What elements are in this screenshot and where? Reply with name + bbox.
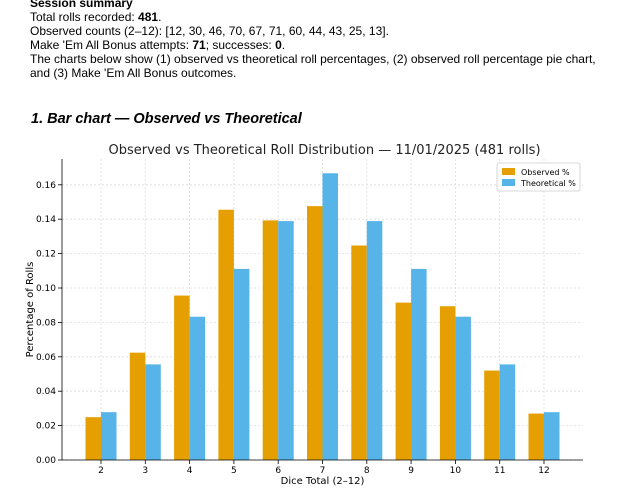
- charts-description: The charts below show (1) observed vs th…: [30, 52, 596, 80]
- bar-observed: [307, 206, 323, 460]
- bar-theoretical: [145, 364, 161, 460]
- session-summary: Session summary Total rolls recorded: 48…: [30, 0, 610, 80]
- bar-theoretical: [411, 268, 427, 460]
- legend-label-theoretical: Theoretical %: [520, 179, 576, 188]
- legend-label-observed: Observed %: [521, 168, 570, 177]
- x-tick-label: 12: [538, 466, 549, 476]
- bar-observed: [484, 370, 500, 460]
- y-tick-label: 0.02: [36, 422, 56, 432]
- x-axis-label: Dice Total (2–12): [281, 476, 365, 487]
- bonus-attempts: 71: [192, 38, 206, 52]
- bar-theoretical: [189, 316, 206, 460]
- y-axis-label: Percentage of Rolls: [25, 262, 36, 358]
- legend-swatch-observed: [502, 168, 515, 175]
- y-tick-label: 0.12: [36, 250, 56, 260]
- bar-observed: [262, 220, 279, 460]
- bar-observed: [85, 417, 101, 460]
- total-rolls-label: Total rolls recorded:: [30, 10, 139, 24]
- bonus-line: Make 'Em All Bonus attempts: 71; success…: [30, 38, 610, 52]
- x-tick-label: 6: [275, 466, 281, 476]
- observed-counts-line: Observed counts (2–12): [12, 30, 46, 70,…: [30, 24, 389, 38]
- x-tick-label: 9: [408, 466, 414, 476]
- bar-theoretical: [101, 412, 117, 460]
- bar-observed: [129, 352, 146, 460]
- x-tick-label: 2: [98, 466, 104, 476]
- bar-observed: [218, 209, 234, 460]
- x-tick-label: 3: [142, 466, 148, 476]
- bar-theoretical: [278, 221, 294, 460]
- section-title: 1. Bar chart — Observed vs Theoretical: [31, 111, 302, 127]
- legend-swatch-theoretical: [502, 179, 515, 186]
- bar-theoretical: [366, 221, 383, 460]
- bar-theoretical: [322, 173, 338, 460]
- bar-observed: [528, 413, 544, 460]
- y-tick-label: 0.14: [36, 215, 56, 225]
- bar-observed: [351, 245, 367, 460]
- x-tick-label: 10: [450, 466, 462, 476]
- bonus-label: Make 'Em All Bonus attempts:: [30, 38, 193, 52]
- bar-theoretical: [499, 364, 516, 460]
- bar-theoretical: [544, 412, 560, 460]
- bar-observed: [174, 295, 190, 460]
- bonus-mid: ; successes:: [205, 38, 276, 52]
- y-tick-label: 0.10: [36, 284, 56, 294]
- chart-title: Observed vs Theoretical Roll Distributio…: [108, 143, 540, 158]
- bar-theoretical: [455, 316, 471, 460]
- x-tick-label: 4: [187, 466, 193, 476]
- y-tick-label: 0.06: [36, 353, 56, 363]
- legend-box: [496, 162, 581, 192]
- x-tick-label: 7: [320, 466, 326, 476]
- bar-theoretical: [233, 268, 250, 460]
- y-tick-label: 0.04: [36, 387, 56, 397]
- total-rolls-value: 481: [138, 10, 159, 24]
- bonus-suffix: .: [281, 38, 286, 52]
- summary-heading: Session summary: [30, 0, 133, 10]
- x-tick-label: 5: [231, 466, 237, 476]
- y-tick-label: 0.00: [36, 456, 56, 466]
- y-tick-label: 0.16: [36, 181, 56, 191]
- x-tick-label: 11: [494, 466, 505, 476]
- total-rolls-suffix: .: [158, 10, 162, 24]
- x-tick-label: 8: [364, 466, 370, 476]
- bar-observed: [395, 302, 412, 460]
- total-rolls-line: Total rolls recorded: 481.: [30, 10, 610, 24]
- y-tick-label: 0.08: [36, 318, 56, 328]
- bar-observed: [439, 306, 456, 460]
- bonus-successes: 0: [275, 38, 282, 52]
